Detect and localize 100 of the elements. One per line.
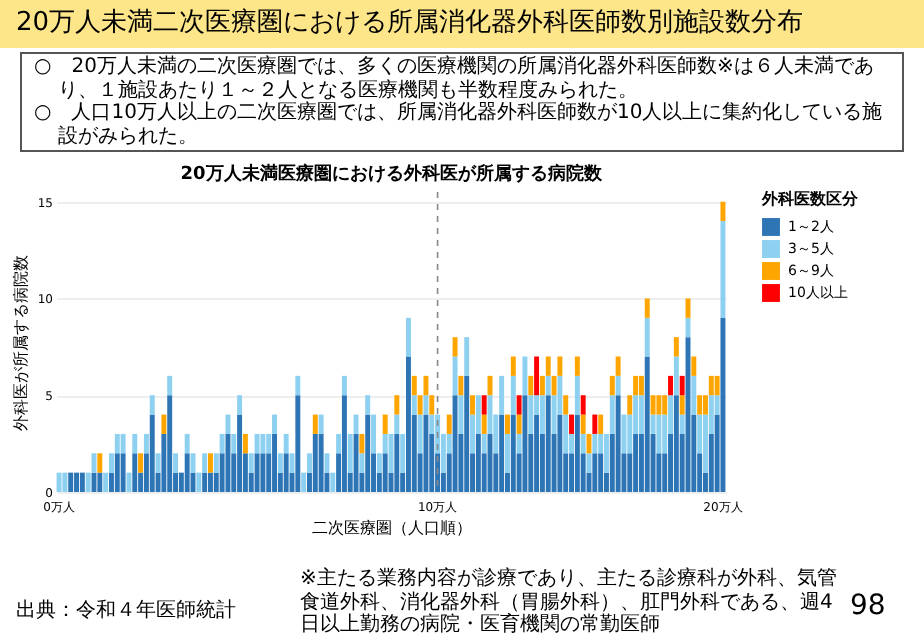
bar bbox=[580, 414, 586, 434]
bar bbox=[481, 395, 487, 415]
bar bbox=[114, 453, 120, 492]
bar bbox=[679, 375, 685, 396]
bar bbox=[219, 433, 225, 454]
bar bbox=[720, 201, 726, 222]
bar bbox=[97, 453, 103, 473]
bar bbox=[563, 395, 569, 415]
bar bbox=[458, 375, 464, 396]
bar bbox=[650, 395, 656, 415]
bar bbox=[143, 433, 149, 454]
bar bbox=[429, 395, 435, 415]
text: ○ 人口10万人以上の二次医療圏では、所属消化器外科医師数が10人以上に集約化している施設がみられた。 bbox=[34, 102, 885, 148]
chart-subtitle: 20万人未満医療圏における外科医が所属する病院数 bbox=[180, 163, 604, 186]
bar bbox=[510, 414, 516, 492]
bar bbox=[574, 356, 580, 376]
bar bbox=[417, 414, 423, 454]
bar bbox=[359, 453, 365, 473]
bar bbox=[62, 472, 68, 492]
bar bbox=[295, 375, 301, 396]
bar bbox=[673, 395, 679, 492]
bar bbox=[539, 375, 545, 396]
bar bbox=[423, 395, 429, 415]
bar bbox=[231, 433, 237, 454]
bar bbox=[394, 414, 400, 434]
bar bbox=[720, 221, 726, 318]
bar bbox=[207, 453, 213, 473]
bar bbox=[604, 433, 609, 473]
bar bbox=[97, 472, 103, 492]
bar bbox=[132, 453, 138, 492]
bar bbox=[138, 453, 144, 473]
bar bbox=[720, 317, 726, 492]
bar bbox=[225, 414, 231, 434]
bar bbox=[598, 453, 604, 492]
bar bbox=[120, 453, 126, 492]
bar bbox=[592, 414, 598, 434]
bar bbox=[237, 395, 243, 415]
source-note: 出典：令和４年医師統計 bbox=[16, 597, 236, 624]
bar bbox=[417, 395, 423, 415]
bar bbox=[644, 356, 650, 492]
bar bbox=[668, 375, 674, 396]
bar bbox=[452, 337, 458, 357]
bar bbox=[703, 395, 708, 415]
bar bbox=[470, 395, 475, 415]
bar bbox=[458, 395, 464, 434]
bar bbox=[155, 453, 161, 473]
bar bbox=[266, 433, 272, 454]
legend-title: 外科医数区分 bbox=[760, 190, 860, 208]
bar bbox=[254, 433, 260, 454]
bar bbox=[522, 356, 528, 396]
bar bbox=[656, 414, 662, 454]
bar bbox=[446, 414, 452, 434]
bar bbox=[633, 433, 639, 492]
bar bbox=[615, 375, 621, 396]
bar bbox=[615, 356, 621, 376]
bar bbox=[114, 433, 120, 454]
bar bbox=[202, 453, 208, 473]
bar bbox=[330, 472, 336, 492]
bar bbox=[260, 433, 266, 454]
bar bbox=[621, 414, 627, 454]
bar bbox=[679, 414, 685, 434]
y-axis-title: 外科医が所属する病院数 bbox=[11, 255, 30, 431]
bar bbox=[551, 375, 557, 396]
bar bbox=[423, 414, 429, 492]
bar bbox=[68, 472, 74, 492]
bar bbox=[673, 337, 679, 357]
bar bbox=[516, 395, 522, 415]
bar bbox=[85, 472, 91, 492]
bar bbox=[499, 375, 505, 415]
bar bbox=[283, 433, 289, 454]
bar bbox=[598, 414, 604, 434]
bar bbox=[528, 395, 534, 434]
bar bbox=[452, 356, 458, 396]
bar bbox=[272, 433, 277, 492]
bar bbox=[481, 414, 487, 434]
bar bbox=[242, 433, 248, 454]
bar bbox=[545, 395, 551, 492]
bar bbox=[406, 317, 411, 357]
bar bbox=[644, 317, 650, 357]
bar bbox=[679, 395, 685, 415]
bar bbox=[207, 472, 213, 492]
bar bbox=[411, 375, 417, 396]
bar bbox=[79, 472, 85, 492]
bar bbox=[662, 395, 668, 415]
bar bbox=[615, 395, 621, 492]
bar bbox=[301, 472, 307, 492]
bar bbox=[673, 356, 679, 396]
bar bbox=[341, 375, 347, 396]
bar bbox=[225, 433, 231, 492]
bar bbox=[505, 414, 510, 434]
bar bbox=[423, 375, 429, 396]
bar bbox=[569, 414, 575, 434]
bar bbox=[167, 395, 173, 492]
bar bbox=[534, 356, 540, 396]
bar bbox=[318, 433, 324, 492]
bar bbox=[167, 375, 173, 396]
bar bbox=[534, 414, 540, 492]
bar bbox=[184, 433, 190, 454]
bar bbox=[638, 375, 644, 396]
bar bbox=[545, 375, 551, 396]
